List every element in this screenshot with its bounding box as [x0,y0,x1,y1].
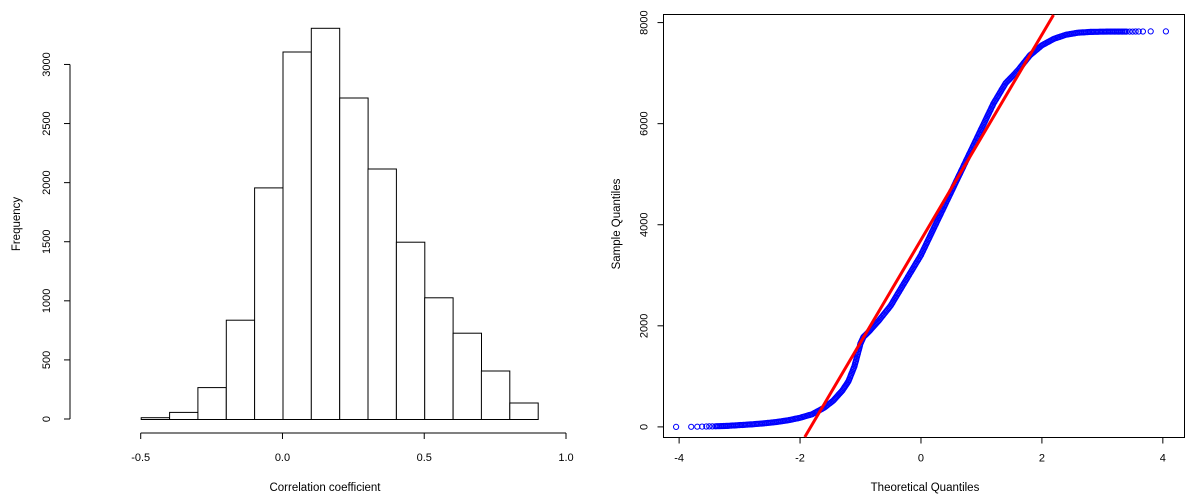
histogram-x-tick-label: -0.5 [131,452,150,464]
qq-point [1123,28,1130,35]
qq-point [1129,28,1136,35]
histogram-bar [339,97,369,420]
qq-point [699,423,706,430]
qq-x-axis-title: Theoretical Quantiles [871,482,980,494]
histogram-y-tick-label: 0 [41,416,53,422]
histogram-bar [509,402,539,420]
histogram-bar [225,319,256,421]
qq-y-axis-title: Sample Quantiles [611,178,623,269]
histogram-bar [254,187,284,420]
histogram-bar [282,51,312,420]
histogram-y-tick-label: 1500 [41,229,53,253]
qq-y-tick-label: 6000 [639,111,651,135]
qq-x-tick-label: -4 [674,453,684,465]
qq-plot-frame [663,14,1185,438]
histogram-y-tick-label: 2500 [41,111,53,135]
histogram-y-tick-label: 3000 [41,52,53,76]
qq-point [706,423,713,430]
qq-point [1147,28,1154,35]
qq-x-tick-label: 2 [1039,453,1045,465]
qq-plot-panel: -4 -2 0 2 4 0 2000 4000 6000 8000 Theoretical Qu… [611,10,1185,494]
histogram-bar [169,411,199,420]
histogram-y-axis-title: Frequency [11,197,23,252]
histogram-bar [480,370,511,420]
qq-point [1139,28,1147,35]
histogram-bar [310,27,341,421]
histogram-y-axis: 0 500 1000 1500 2000 2500 3000 [41,52,71,422]
histogram-bar [367,168,397,420]
qq-y-tick-label: 0 [639,424,651,430]
histogram-y-tick-label: 2000 [41,170,53,194]
qq-point [1126,28,1133,35]
histogram-y-tick-label: 1000 [41,289,53,313]
qq-x-tick-label: 0 [918,453,924,465]
histogram-bar [424,297,454,420]
histogram-bar [395,241,426,420]
qq-point [1162,28,1170,35]
qq-points [673,28,1170,430]
qq-reference-line-segment [803,14,1055,438]
histogram-x-tick-label: 1.0 [558,452,573,464]
histogram-bar [452,332,483,421]
histogram-x-axis-title: Correlation coefficient [269,482,381,494]
qq-x-axis: -4 -2 0 2 4 [674,437,1166,465]
qq-point [688,423,695,430]
histogram-x-tick-label: 0.5 [417,452,432,464]
histogram-y-tick-label: 500 [41,351,53,369]
qq-point [709,423,716,430]
qq-point [1132,28,1139,35]
qq-point [1135,28,1142,35]
qq-y-tick-label: 8000 [639,10,651,34]
qq-point [673,423,680,430]
qq-y-tick-label: 4000 [639,212,651,236]
histogram-bar [140,417,171,421]
qq-x-tick-label: 4 [1160,453,1166,465]
histogram-bar [197,387,227,421]
qq-reference-line [803,14,1055,438]
qq-x-tick-label: -2 [795,453,805,465]
qq-y-tick-label: 2000 [639,314,651,338]
qq-y-axis: 0 2000 4000 6000 8000 [639,10,664,430]
histogram-panel: -0.5 0.0 0.5 1.0 0 500 1000 1500 2000 2500 3000 C… [11,27,574,494]
histogram-x-tick-label: 0.0 [275,452,290,464]
histogram-x-axis: -0.5 0.0 0.5 1.0 [131,432,574,464]
qq-point [703,423,710,430]
histogram-bars [140,27,539,421]
